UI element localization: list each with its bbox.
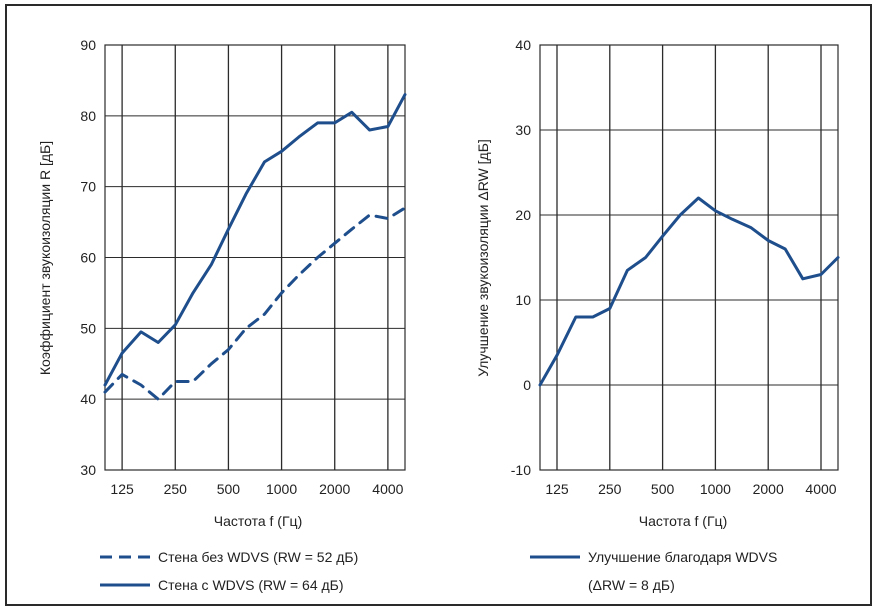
- left-y-tick-label: 50: [80, 320, 96, 336]
- left-y-tick-label: 60: [80, 250, 96, 266]
- right-series-line-0: [540, 198, 838, 385]
- right-y-tick-label: 0: [523, 377, 531, 393]
- right-x-tick-label: 500: [651, 481, 675, 497]
- left-x-tick-label: 2000: [319, 481, 350, 497]
- left-y-tick-label: 80: [80, 108, 96, 124]
- left-plot: 30 40 50 60 70 80 90 125 250 500 1000 2000 4000: [80, 37, 405, 497]
- right-y-tick-label: 30: [515, 122, 531, 138]
- right-y-tick-label: 40: [515, 37, 531, 53]
- legend-label-wall-with: Стена с WDVS (RW = 64 дБ): [158, 577, 344, 593]
- right-x-axis-label: Частота f (Гц): [639, 513, 727, 529]
- left-x-tick-label: 250: [164, 481, 188, 497]
- right-plot-border: [540, 45, 838, 470]
- right-y-tick-label: 10: [515, 292, 531, 308]
- legend-label-improvement-line2: (ΔRW = 8 дБ): [588, 577, 675, 593]
- legend-label-wall-without: Стена без WDVS (RW = 52 дБ): [158, 549, 358, 565]
- left-series-line-1: [105, 95, 405, 385]
- right-y-tick-label: 20: [515, 207, 531, 223]
- left-y-axis-label: Коэффициент звукоизоляции R [дБ]: [37, 141, 53, 375]
- left-y-tick-label: 70: [80, 179, 96, 195]
- left-x-tick-label: 4000: [372, 481, 403, 497]
- left-x-tick-label: 1000: [266, 481, 297, 497]
- left-x-tick-label: 125: [110, 481, 134, 497]
- right-y-tick-label: -10: [511, 462, 531, 478]
- left-x-axis-label: Частота f (Гц): [214, 513, 302, 529]
- right-x-tick-label: 1000: [700, 481, 731, 497]
- right-y-axis-label: Улучшение звукоизоляции ΔRW [дБ]: [475, 139, 491, 377]
- right-plot: -10 0 10 20 30 40 125 250 500 1000 2000 4000: [511, 37, 838, 497]
- right-x-tick-label: 2000: [753, 481, 784, 497]
- left-y-tick-label: 40: [80, 391, 96, 407]
- left-x-tick-label: 500: [217, 481, 241, 497]
- left-y-tick-label: 90: [80, 37, 96, 53]
- legend-label-improvement: Улучшение благодаря WDVS: [588, 549, 777, 565]
- right-x-tick-label: 250: [598, 481, 622, 497]
- left-series-line-0: [105, 208, 405, 399]
- right-x-tick-label: 4000: [805, 481, 836, 497]
- right-x-tick-label: 125: [545, 481, 569, 497]
- left-y-tick-label: 30: [80, 462, 96, 478]
